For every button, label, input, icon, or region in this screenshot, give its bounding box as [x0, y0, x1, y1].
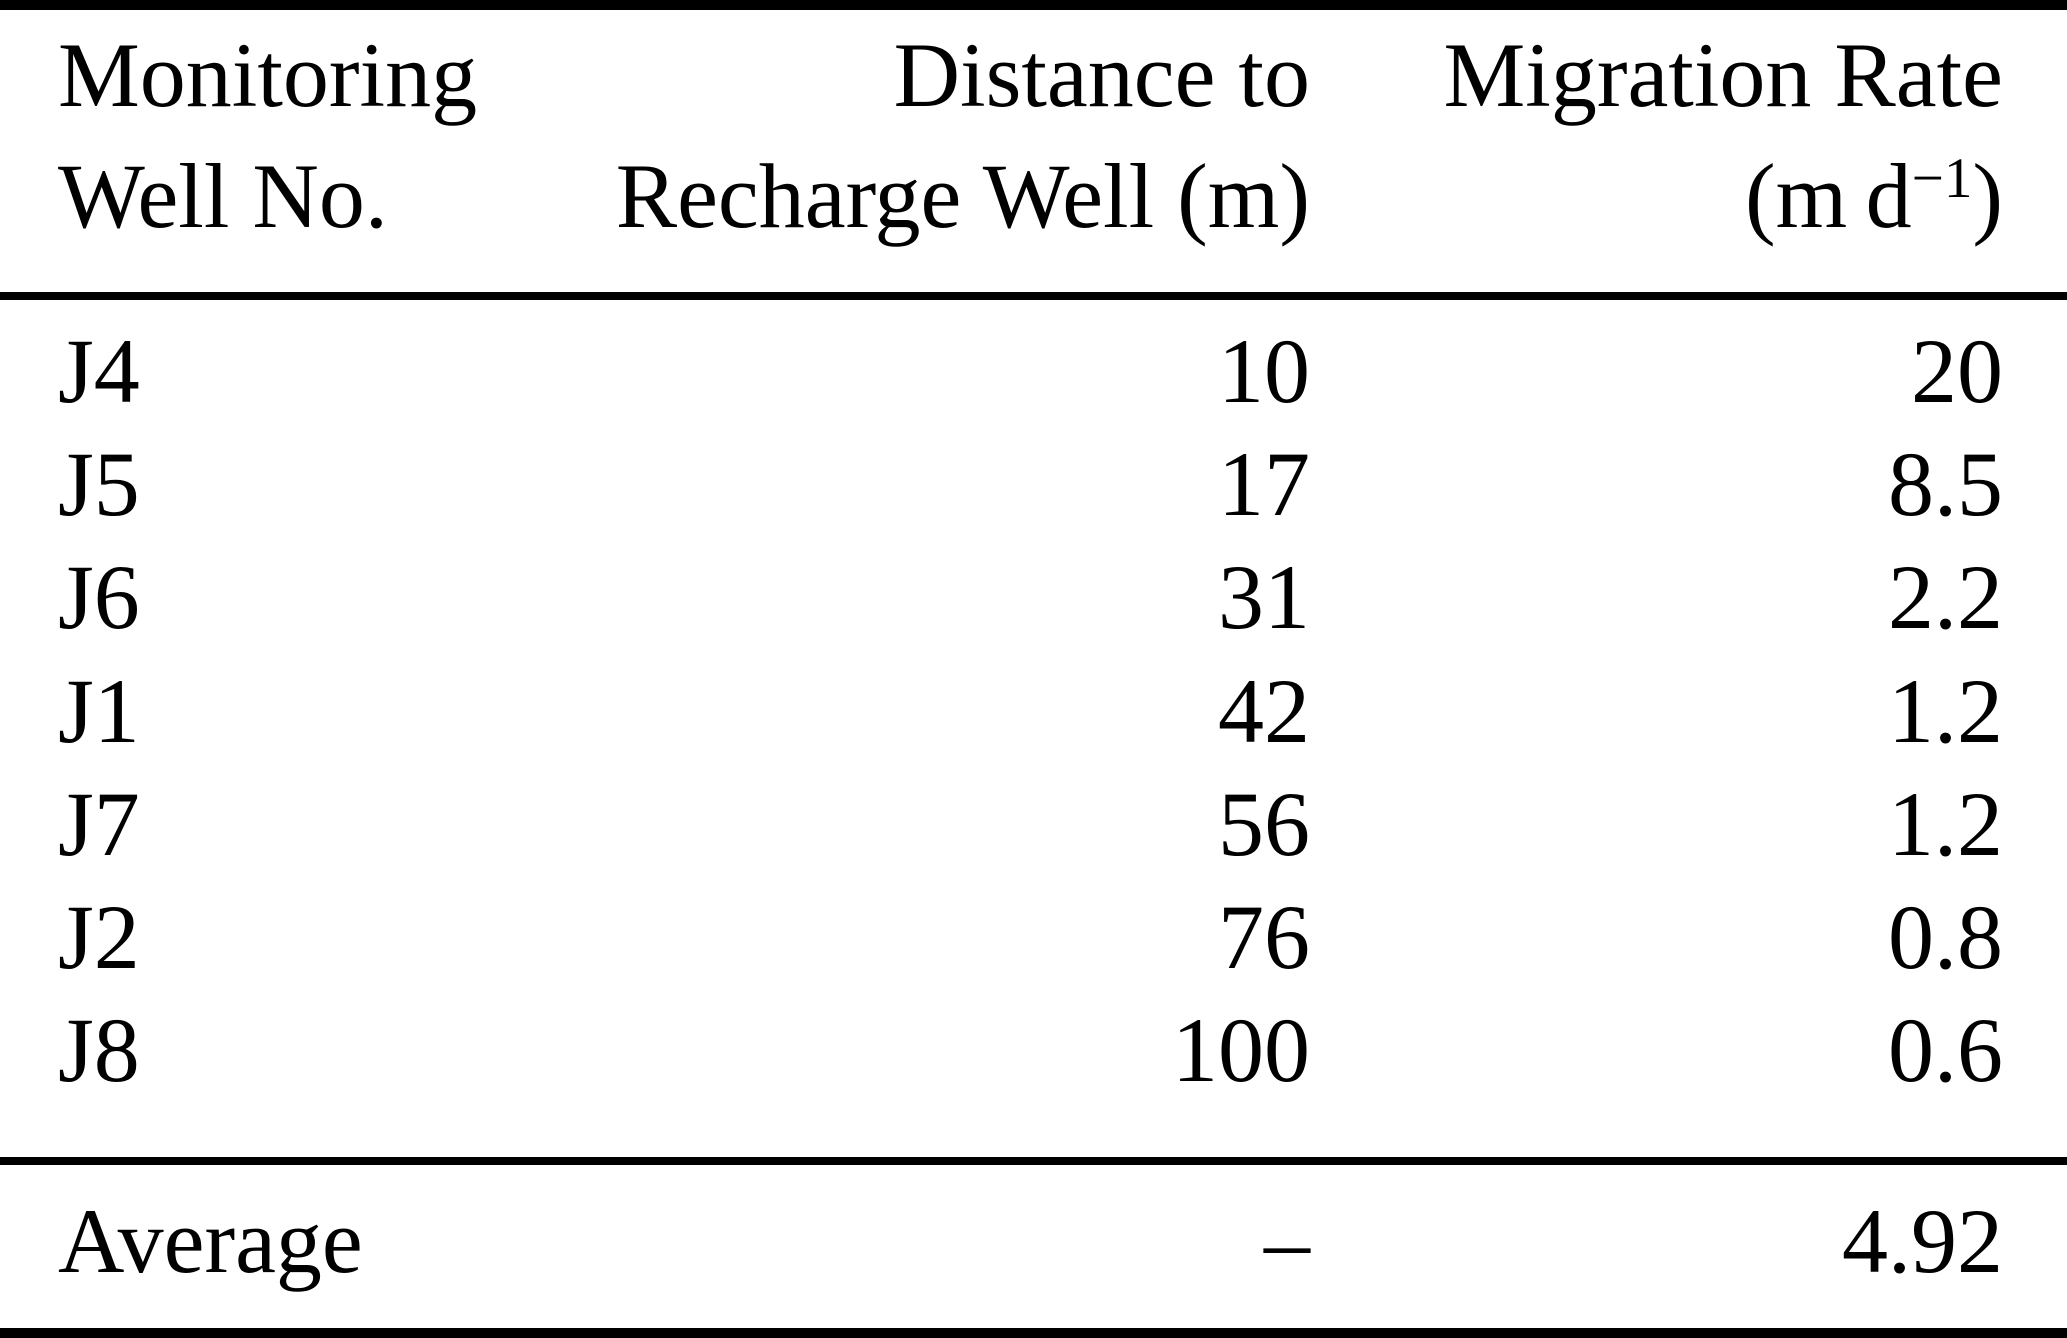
well-no-cell: J6: [58, 546, 140, 648]
table-footer-rule: [0, 1157, 2067, 1165]
rate-cell: 8.5: [1888, 433, 2003, 535]
header-migration-rate-line1: Migration Rate: [1443, 24, 2003, 126]
table-header-rule: [0, 292, 2067, 300]
distance-cell: 100: [1172, 999, 1310, 1101]
well-no-cell: J5: [58, 433, 140, 535]
rate-cell: 0.6: [1888, 999, 2003, 1101]
header-distance-line1: Distance to: [893, 24, 1310, 126]
average-rate-value: 4.92: [1842, 1190, 2003, 1292]
distance-cell: 10: [1218, 320, 1310, 422]
well-no-cell: J4: [58, 320, 140, 422]
distance-cell: 56: [1218, 773, 1310, 875]
well-no-cell: J7: [58, 773, 140, 875]
unit-prefix: (m d: [1745, 145, 1912, 247]
unit-exponent: −1: [1911, 147, 1973, 211]
average-label: Average: [58, 1190, 363, 1292]
rate-cell: 2.2: [1888, 546, 2003, 648]
well-no-cell: J2: [58, 886, 140, 988]
header-distance-line2: Recharge Well (m): [615, 145, 1310, 247]
distance-cell: 31: [1218, 546, 1310, 648]
distance-cell: 17: [1218, 433, 1310, 535]
table-top-rule: [0, 0, 2067, 10]
rate-cell: 1.2: [1888, 773, 2003, 875]
table-bottom-rule: [0, 1328, 2067, 1338]
header-migration-rate-unit: (m d−1): [1745, 150, 2003, 242]
header-well-no-line2: Well No.: [58, 145, 388, 247]
distance-cell: 42: [1218, 660, 1310, 762]
rate-cell: 0.8: [1888, 886, 2003, 988]
rate-cell: 1.2: [1888, 660, 2003, 762]
rate-cell: 20: [1911, 320, 2003, 422]
unit-suffix: ): [1972, 145, 2003, 247]
well-no-cell: J8: [58, 999, 140, 1101]
distance-cell: 76: [1218, 886, 1310, 988]
well-no-cell: J1: [58, 660, 140, 762]
average-distance-dash: –: [1264, 1190, 1310, 1292]
header-well-no-line1: Monitoring: [58, 24, 478, 126]
